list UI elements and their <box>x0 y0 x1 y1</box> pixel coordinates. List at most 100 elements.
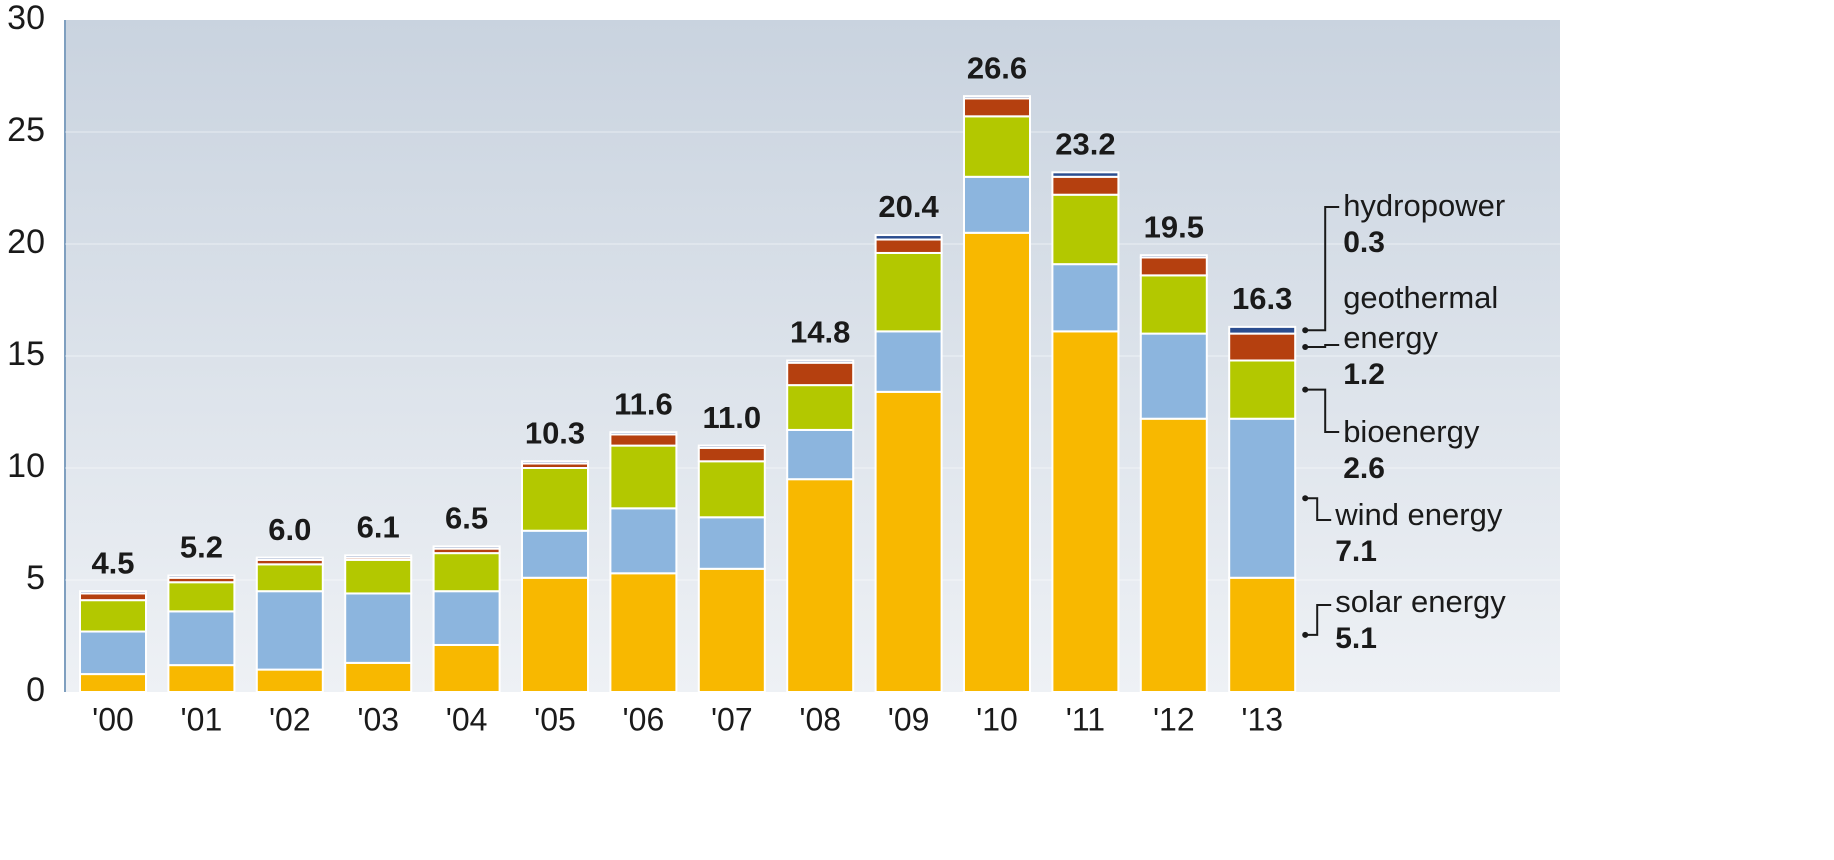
total-label: 6.1 <box>357 510 400 545</box>
total-label: 10.3 <box>525 415 585 450</box>
bar-segment <box>609 572 678 694</box>
bar-segment <box>1051 175 1120 196</box>
bar-segment <box>344 558 413 595</box>
legend-label: wind energy <box>1335 497 1503 532</box>
bar-segment <box>697 446 766 463</box>
x-tick-label: '03 <box>357 701 399 737</box>
bar-segment <box>786 428 855 481</box>
total-label: 5.2 <box>180 530 223 565</box>
bar-segment <box>963 115 1031 178</box>
bar-segment <box>1051 330 1120 693</box>
legend-value: 1.2 <box>1343 358 1385 391</box>
bar-segment <box>874 238 943 254</box>
x-tick-label: '00 <box>92 701 134 737</box>
bar-segment <box>79 673 147 694</box>
legend-value: 2.6 <box>1343 452 1385 485</box>
x-tick-label: '07 <box>711 701 753 737</box>
bar-segment <box>255 590 324 671</box>
x-tick-label: '10 <box>976 701 1018 737</box>
total-label: 11.6 <box>614 386 673 421</box>
bar-segment <box>1051 171 1120 178</box>
bar-segment <box>874 330 943 393</box>
legend-value: 7.1 <box>1335 535 1377 568</box>
x-tick-label: '02 <box>269 701 311 737</box>
leader-line <box>1305 604 1332 636</box>
x-tick-label: '05 <box>534 701 576 737</box>
bar-segment <box>1139 254 1208 259</box>
bar-segment <box>609 507 678 575</box>
x-tick-label: '04 <box>446 701 488 737</box>
bar-segment <box>697 460 766 519</box>
bar-segment <box>521 576 589 694</box>
bar-segment <box>167 581 236 613</box>
y-tick-label: 10 <box>7 447 45 485</box>
bar-segment <box>963 97 1031 118</box>
y-tick-label: 15 <box>7 335 45 373</box>
y-tick-label: 0 <box>26 671 45 709</box>
bar-segment <box>1139 332 1208 420</box>
leader-line <box>1305 344 1340 349</box>
bar-segment <box>1228 325 1297 335</box>
x-tick-label: '11 <box>1066 701 1105 737</box>
bar-segment <box>697 567 766 693</box>
leader-line <box>1305 388 1340 433</box>
legend-label: bioenergy <box>1343 414 1480 449</box>
bar-segment <box>874 234 943 241</box>
bar-segment <box>963 231 1031 694</box>
bar-segment <box>432 590 501 646</box>
x-tick-label: '06 <box>623 701 665 737</box>
bar-segment <box>79 599 147 633</box>
bar-segment <box>79 630 147 676</box>
bar-segment <box>1228 332 1297 362</box>
bar-segment <box>1051 263 1120 333</box>
total-label: 23.2 <box>1055 127 1115 162</box>
bar-segment <box>609 431 678 436</box>
legend-label: geothermal energy <box>1343 280 1499 355</box>
bar-segment <box>521 467 589 532</box>
bar-segment <box>255 563 324 593</box>
bar-segment <box>1051 193 1120 266</box>
legend-label: solar energy <box>1335 584 1506 619</box>
x-tick-label: '12 <box>1153 701 1195 737</box>
total-label: 14.8 <box>790 315 850 350</box>
y-tick-label: 20 <box>7 223 45 261</box>
y-tick-label: 25 <box>7 111 45 149</box>
bar-segment <box>79 590 147 595</box>
total-label: 20.4 <box>878 189 939 224</box>
leader-line <box>1305 497 1332 521</box>
bar-segment <box>255 556 324 561</box>
y-tick-label: 30 <box>7 0 45 37</box>
bar-segment <box>609 444 678 510</box>
bar-segment <box>786 478 855 694</box>
bar-segment <box>1228 359 1297 420</box>
bar-segment <box>1139 256 1208 277</box>
bar-segment <box>1228 417 1297 579</box>
bar-segment <box>167 574 236 579</box>
bar-segment <box>963 95 1031 100</box>
bar-segment <box>697 444 766 449</box>
bar-segment <box>432 552 501 593</box>
legend-label: hydropower <box>1343 188 1506 223</box>
bar-segment <box>344 592 413 664</box>
bar-segment <box>521 529 589 579</box>
x-tick-label: '08 <box>799 701 841 737</box>
x-tick-label: '13 <box>1241 701 1283 737</box>
bar-segment <box>1139 417 1208 693</box>
y-tick-label: 5 <box>26 559 45 597</box>
bar-segment <box>167 610 236 667</box>
bar-segment <box>963 175 1031 234</box>
bar-segment <box>609 433 678 447</box>
bar-segment <box>697 516 766 570</box>
total-label: 11.0 <box>702 400 761 435</box>
total-label: 26.6 <box>967 50 1027 85</box>
total-label: 6.5 <box>445 501 488 536</box>
bar-segment <box>786 361 855 387</box>
bar-segment <box>1228 576 1297 694</box>
x-tick-label: '01 <box>181 701 223 737</box>
total-label: 19.5 <box>1144 209 1204 244</box>
bar-segment <box>432 545 501 550</box>
bar-segment <box>255 668 324 693</box>
legend-value: 5.1 <box>1335 622 1377 655</box>
bar-segment <box>79 592 147 602</box>
